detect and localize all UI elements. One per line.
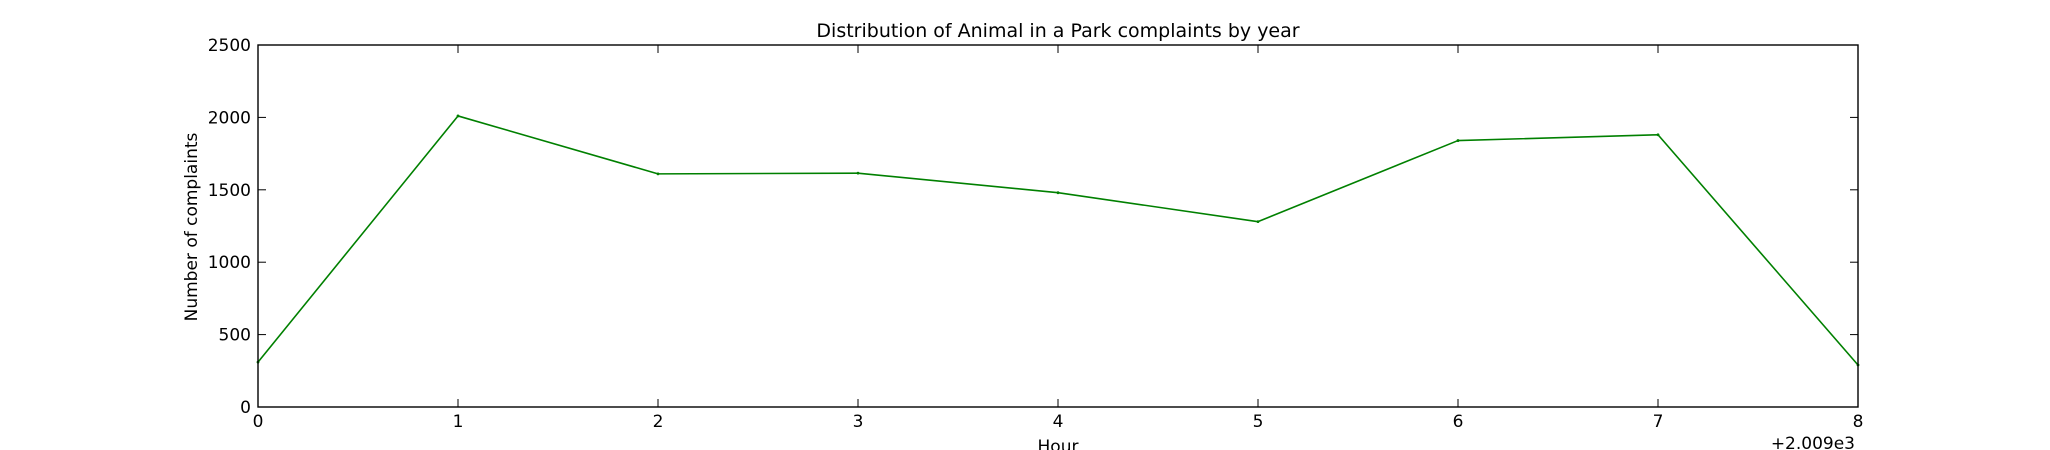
x-tick-label: 2 [653, 412, 664, 432]
y-tick-label: 500 [219, 326, 251, 346]
x-tick-label: 7 [1653, 412, 1664, 432]
chart-title: Distribution of Animal in a Park complai… [816, 20, 1299, 42]
y-tick-label: 1000 [208, 253, 251, 273]
x-tick-label: 6 [1453, 412, 1464, 432]
x-tick-label: 4 [1053, 412, 1064, 432]
x-tick-label: 5 [1253, 412, 1264, 432]
y-axis-label: Number of complaints [182, 132, 202, 321]
series-line-segment [1257, 139, 1459, 223]
series-data-point [1656, 133, 1660, 137]
series-data-point [1456, 139, 1460, 142]
x-axis-label: Hour [1038, 437, 1079, 450]
x-tick-label: 0 [253, 412, 264, 432]
series-data-point [456, 114, 460, 118]
series-line-segment [1457, 133, 1659, 142]
y-tick-label: 2500 [208, 36, 251, 56]
series-line-segment [657, 172, 859, 175]
x-offset-label: +2.009e3 [1771, 434, 1855, 450]
series-line-segment [257, 115, 459, 363]
y-tick-label: 0 [240, 398, 251, 418]
series-line-segment [1057, 191, 1259, 223]
plot-frame [257, 44, 1859, 408]
series-line-segment [1657, 133, 1859, 366]
y-tick-label: 2000 [208, 108, 251, 128]
series-layer [256, 114, 1860, 367]
x-tick-label: 3 [853, 412, 864, 432]
series-data-point [656, 172, 660, 176]
x-tick-label: 1 [453, 412, 464, 432]
series-data-point [1056, 191, 1060, 195]
series-line-segment [857, 172, 1059, 194]
x-tick-label: 8 [1853, 412, 1864, 432]
y-tick-label: 1500 [208, 181, 251, 201]
series-data-point [856, 171, 860, 175]
series-data-point [1256, 220, 1260, 224]
series-line-segment [457, 115, 659, 175]
